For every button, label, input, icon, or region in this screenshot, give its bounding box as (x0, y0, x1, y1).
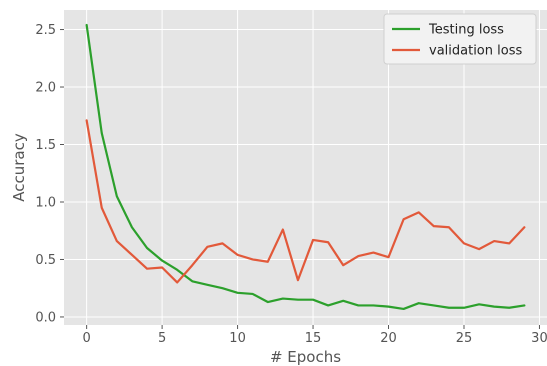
x-tick-label: 10 (229, 331, 246, 346)
legend-label-validation-loss: validation loss (429, 44, 522, 59)
y-tick-label: 2.0 (35, 81, 56, 96)
x-tick-label: 25 (456, 331, 473, 346)
y-axis-ticks: 0.0 0.5 1.0 1.5 2.0 2.5 (35, 23, 64, 325)
x-tick-label: 0 (83, 331, 91, 346)
y-axis-label: Accuracy (10, 133, 28, 202)
y-tick-label: 0.5 (35, 253, 56, 268)
y-tick-label: 0.0 (35, 310, 56, 325)
x-tick-label: 30 (531, 331, 547, 346)
x-tick-label: 15 (305, 331, 322, 346)
x-tick-label: 5 (158, 331, 166, 346)
y-tick-label: 1.5 (35, 138, 56, 153)
series-lines (85, 23, 526, 311)
series-line-testing-loss (85, 23, 526, 311)
legend-label-testing-loss: Testing loss (428, 23, 504, 38)
legend: Testing loss validation loss (383, 13, 537, 65)
x-axis-label: # Epochs (270, 348, 341, 366)
x-tick-label: 20 (380, 331, 397, 346)
legend-box (383, 13, 537, 65)
series-line-validation-loss (85, 119, 526, 284)
x-axis-ticks: 0 5 10 15 20 25 30 (83, 325, 547, 346)
y-tick-label: 1.0 (35, 195, 56, 210)
y-tick-label: 2.5 (35, 23, 56, 38)
